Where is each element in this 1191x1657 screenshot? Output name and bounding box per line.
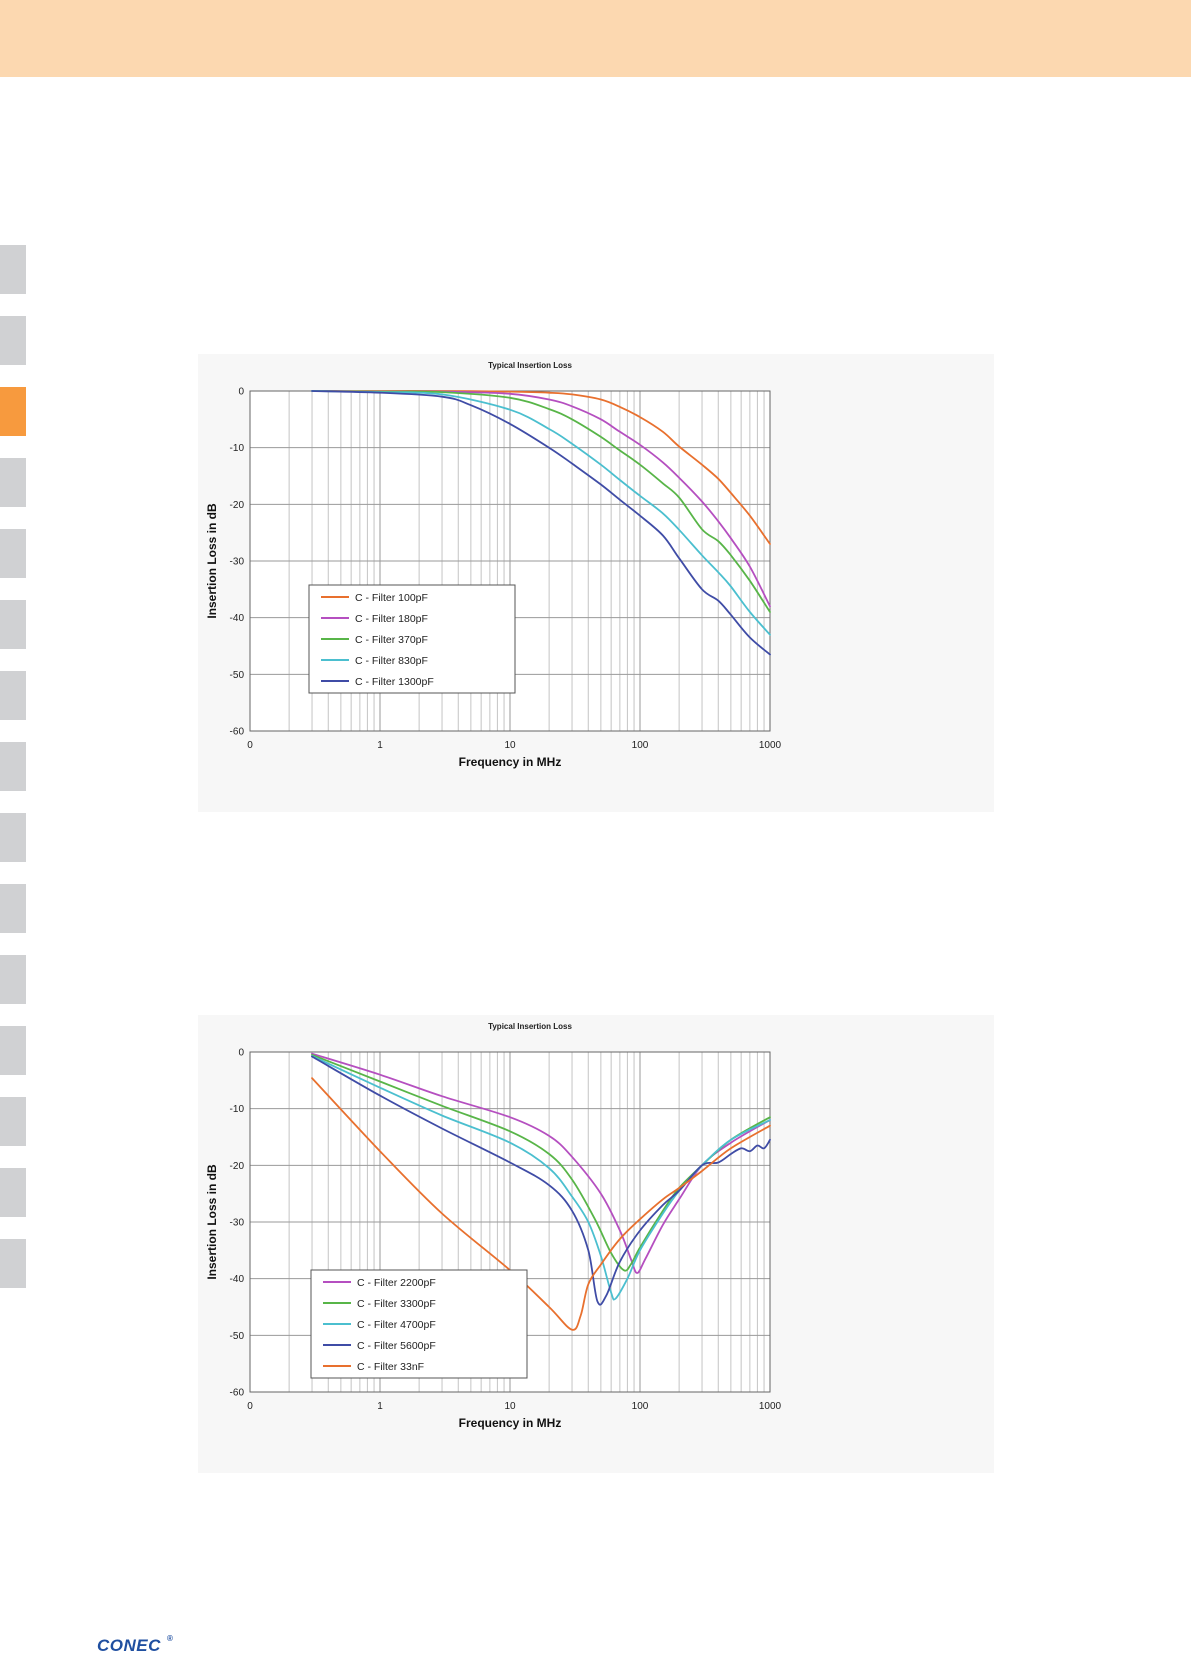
y-tick-label: -10 [230, 443, 245, 454]
series-line-5 [311, 390, 771, 656]
x-tick-label: 100 [632, 740, 649, 751]
chart-legend: C - Filter 100pF C - Filter 180pF C - Filt… [308, 584, 516, 694]
x-tick-label: 10 [504, 740, 516, 751]
series-line-4 [311, 1055, 771, 1306]
y-tick-label: -30 [230, 557, 245, 568]
y-tick-label: -50 [230, 1331, 245, 1342]
side-tab-5[interactable] [0, 529, 26, 578]
y-tick-label: -50 [230, 670, 245, 681]
x-tick-label: 10 [504, 1401, 516, 1412]
logo-text: CONEC [97, 1636, 161, 1655]
x-tick-label: 0 [247, 1401, 253, 1412]
y-axis-label: Insertion Loss in dB [205, 503, 219, 619]
y-axis-label: Insertion Loss in dB [205, 1164, 219, 1280]
legend-label: C - Filter 180pF [355, 613, 428, 625]
legend-label: C - Filter 1300pF [355, 676, 434, 688]
chart-title: Typical Insertion Loss [488, 1022, 572, 1031]
x-axis-label: Frequency in MHz [459, 755, 562, 769]
y-tick-label: -40 [230, 1274, 245, 1285]
side-tab-11[interactable] [0, 955, 26, 1004]
chart-panel-2: Typical Insertion Loss 0 -10 -20 -30 -40 -50 -6… [198, 1015, 994, 1473]
insertion-loss-chart-1: Typical Insertion Loss 0 -10 -20 -30 -40 -50 -6… [198, 354, 994, 812]
registered-mark: ® [167, 1634, 173, 1643]
legend-label: C - Filter 370pF [355, 634, 428, 646]
side-tab-8[interactable] [0, 742, 26, 791]
series-line-2 [311, 390, 771, 608]
series-line-2 [311, 1053, 771, 1272]
y-tick-label: -20 [230, 500, 245, 511]
y-tick-label: -30 [230, 1218, 245, 1229]
legend-label: C - Filter 5600pF [357, 1340, 436, 1352]
side-tab-15[interactable] [0, 1239, 26, 1288]
legend-label: C - Filter 2200pF [357, 1277, 436, 1289]
conec-logo: CONEC ® [97, 1634, 173, 1656]
series-line-1 [311, 390, 771, 545]
x-tick-label: 1000 [759, 740, 782, 751]
x-tick-label: 1 [377, 740, 383, 751]
side-tab-9[interactable] [0, 813, 26, 862]
side-tab-13[interactable] [0, 1097, 26, 1146]
chart-legend: C - Filter 2200pF C - Filter 3300pF C - Fi… [310, 1269, 528, 1379]
series-line-5 [311, 1077, 771, 1331]
chart-panel-1: Typical Insertion Loss 0 -10 -20 -30 -40 -50 -6… [198, 354, 994, 812]
y-tick-label: -60 [230, 1388, 245, 1399]
y-tick-label: -40 [230, 613, 245, 624]
side-tab-12[interactable] [0, 1026, 26, 1075]
side-tab-7[interactable] [0, 671, 26, 720]
y-tick-label: -60 [230, 727, 245, 738]
series-line-4 [311, 390, 771, 636]
header-band [0, 0, 1191, 77]
side-tab-10[interactable] [0, 884, 26, 933]
x-tick-label: 1000 [759, 1401, 782, 1412]
side-tab-14[interactable] [0, 1168, 26, 1217]
legend-label: C - Filter 830pF [355, 655, 428, 667]
side-tab-2[interactable] [0, 316, 26, 365]
y-tick-label: -10 [230, 1104, 245, 1115]
legend-label: C - Filter 3300pF [357, 1298, 436, 1310]
x-tick-label: 100 [632, 1401, 649, 1412]
x-tick-label: 0 [247, 740, 253, 751]
legend-label: C - Filter 4700pF [357, 1319, 436, 1331]
side-tab-1[interactable] [0, 245, 26, 294]
insertion-loss-chart-2: Typical Insertion Loss 0 -10 -20 -30 -40 -50 -6… [198, 1015, 994, 1473]
legend-label: C - Filter 100pF [355, 592, 428, 604]
series-line-1 [311, 1052, 771, 1274]
chart-title: Typical Insertion Loss [488, 361, 572, 370]
side-tab-6[interactable] [0, 600, 26, 649]
y-tick-label: 0 [238, 387, 244, 398]
side-tab-3[interactable] [0, 387, 26, 436]
y-tick-label: -20 [230, 1161, 245, 1172]
legend-label: C - Filter 33nF [357, 1361, 424, 1373]
series-line-3 [311, 390, 771, 613]
x-tick-label: 1 [377, 1401, 383, 1412]
side-tab-4[interactable] [0, 458, 26, 507]
y-tick-label: 0 [238, 1048, 244, 1059]
x-axis-label: Frequency in MHz [459, 1416, 562, 1430]
